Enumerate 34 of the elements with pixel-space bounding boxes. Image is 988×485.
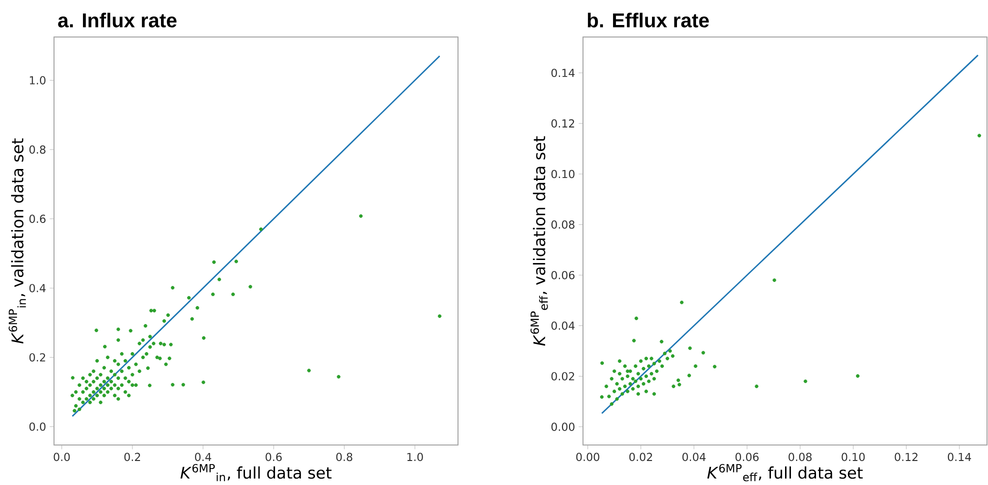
x-tick-label: 0.00 xyxy=(576,452,600,462)
x-tick-label: 0.04 xyxy=(682,452,706,462)
y-tick-label: 0.8 xyxy=(29,146,46,154)
x-tick-label: 0.14 xyxy=(948,452,972,462)
x-tick-label: 0.08 xyxy=(788,452,812,462)
chart-title: b. Efflux rate xyxy=(588,12,709,28)
y-tick-label: 0.0 xyxy=(29,422,46,431)
y-tick-label: 0.00 xyxy=(551,422,574,432)
chart-title: a. Influx rate xyxy=(58,12,177,28)
x-tick-label: 0.0 xyxy=(54,452,70,462)
x-axis-title: K$^{6MP}$$_{eff}$, full data set xyxy=(707,464,863,482)
x-tick-label: 0.8 xyxy=(336,452,352,462)
x-tick-label: 0.6 xyxy=(266,452,282,462)
x-tick-label: 0.10 xyxy=(842,452,865,462)
x-axis-title: K$^{6MP}$$_{in}$, full data set xyxy=(180,464,332,482)
y-tick-label: 0.10 xyxy=(551,170,574,178)
y-tick-label: 1.0 xyxy=(30,76,46,85)
y-tick-label: 0.14 xyxy=(551,68,575,78)
y-axis-title: K$^{6MP}$$_{eff}$, validation data set xyxy=(530,136,548,346)
y-tick-label: 0.2 xyxy=(29,353,46,362)
y-axis-title: K$^{6MP}$$_{in}$, validation data set xyxy=(8,138,26,344)
x-tick-label: 0.06 xyxy=(736,452,759,462)
x-tick-label: 0.2 xyxy=(124,452,140,462)
x-tick-label: 0.02 xyxy=(629,452,652,462)
y-tick-label: 0.12 xyxy=(551,119,574,128)
x-tick-label: 0.12 xyxy=(894,452,918,462)
x-tick-label: 1.0 xyxy=(407,452,423,462)
y-tick-label: 0.6 xyxy=(29,214,46,224)
y-tick-label: 0.04 xyxy=(551,322,575,330)
y-tick-label: 0.02 xyxy=(551,372,574,381)
y-tick-label: 0.06 xyxy=(551,271,575,280)
y-tick-label: 0.08 xyxy=(551,220,574,229)
x-tick-label: 0.4 xyxy=(195,452,212,462)
y-tick-label: 0.4 xyxy=(29,284,46,292)
